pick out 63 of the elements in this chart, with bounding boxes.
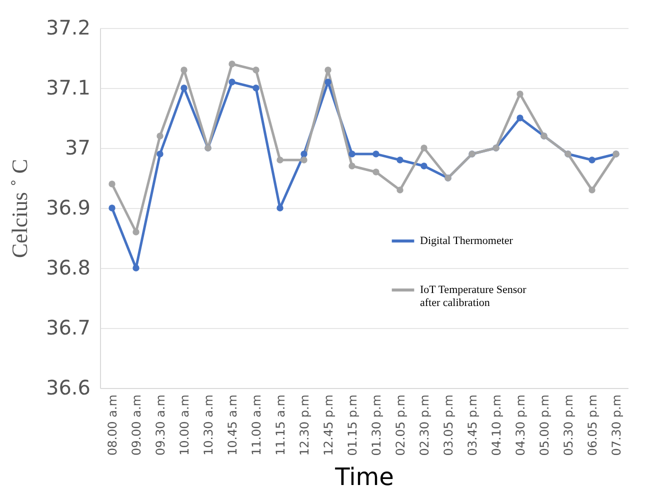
x-tick-label: 11.00 a.m — [250, 394, 264, 456]
point — [372, 168, 380, 176]
x-tick-label: 04.30 p.m — [514, 394, 528, 456]
y-tick-label: 36.7 — [46, 316, 90, 340]
x-tick-label: 07.30 p.m — [610, 394, 624, 456]
point — [108, 204, 116, 212]
x-tick-label: 02.30 p.m — [418, 394, 432, 456]
x-tick-label: 01.15 p.m — [346, 394, 360, 456]
point — [300, 156, 308, 164]
x-axis-title: Time — [334, 462, 394, 489]
point — [324, 66, 332, 74]
point — [420, 144, 428, 152]
point — [372, 150, 380, 158]
point — [132, 264, 140, 272]
point — [228, 60, 236, 68]
point — [588, 186, 596, 194]
y-tick-label: 36.8 — [46, 256, 90, 280]
y-tick-label: 37.1 — [46, 76, 90, 100]
x-tick-label: 05.30 p.m — [562, 394, 576, 456]
x-tick-label: 12.45 p.m — [322, 394, 336, 456]
point — [516, 114, 524, 122]
point — [276, 156, 284, 164]
x-tick-label: 10.30 a.m — [202, 394, 216, 456]
point — [156, 150, 164, 158]
point — [180, 84, 188, 92]
point — [516, 90, 524, 98]
point — [348, 150, 356, 158]
y-tick-label: 37.2 — [46, 16, 90, 40]
point — [132, 228, 140, 236]
x-tick-label: 01.30 p.m — [370, 394, 384, 456]
x-tick-label: 06.05 p.m — [586, 394, 600, 456]
point — [324, 78, 332, 86]
point — [420, 162, 428, 170]
point — [588, 156, 596, 164]
point — [396, 186, 404, 194]
x-tick-label: 09.30 a.m — [154, 394, 168, 456]
legend-label: Digital Thermometer — [420, 235, 514, 247]
x-tick-label: 03.45 p.m — [466, 394, 480, 456]
point — [348, 162, 356, 170]
x-tick-label: 10.00 a.m — [178, 394, 192, 456]
legend-label: IoT Temperature Sensor after calibration — [420, 284, 527, 309]
point — [108, 180, 116, 188]
y-tick-label: 37 — [65, 136, 90, 160]
point — [180, 66, 188, 74]
y-axis-title: Celcius ˚ C — [6, 159, 32, 258]
point — [396, 156, 404, 164]
point — [300, 150, 308, 158]
x-tick-label: 11.15 a.m — [274, 394, 288, 456]
x-tick-label: 09.00 a.m — [130, 394, 144, 456]
point — [252, 66, 260, 74]
x-tick-label: 08.00 a.m — [106, 394, 120, 456]
y-tick-label: 36.6 — [46, 376, 90, 400]
y-tick-label: 36.9 — [46, 196, 90, 220]
point — [276, 204, 284, 212]
x-tick-label: 10.45 a.m — [226, 394, 240, 456]
x-tick-label: 04.10 p.m — [490, 394, 504, 456]
point — [228, 78, 236, 86]
x-tick-label: 05.00 p.m — [538, 394, 552, 456]
x-tick-label: 03.05 p.m — [442, 394, 456, 456]
x-tick-label: 12.30 p.m — [298, 394, 312, 456]
point — [252, 84, 260, 92]
x-tick-label: 02.05 p.m — [394, 394, 408, 456]
point — [156, 132, 164, 140]
